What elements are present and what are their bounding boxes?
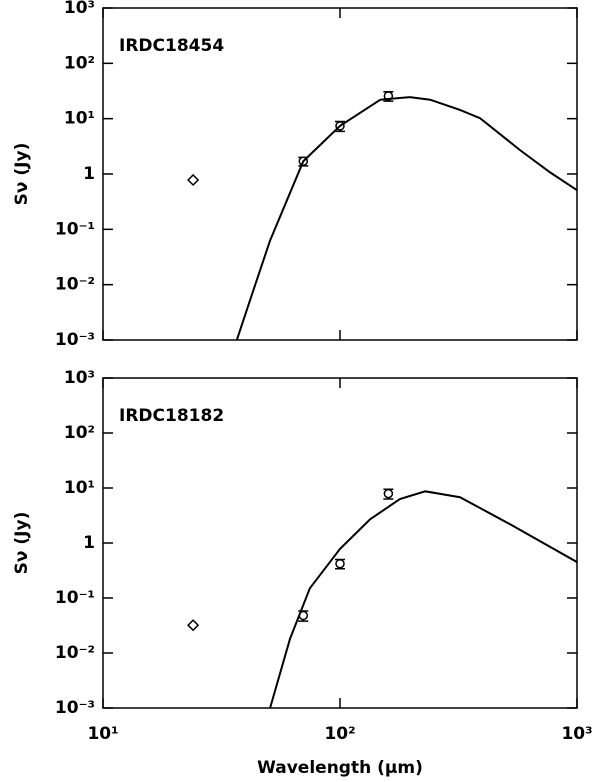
- x-axis-label: Wavelength (μm): [257, 758, 423, 778]
- y-tick-label: 10²: [64, 53, 95, 73]
- y-tick-label: 1: [83, 533, 95, 553]
- x-tick-label: 10²: [324, 724, 355, 744]
- y-tick-label: 10³: [64, 368, 95, 388]
- diamond-marker: [187, 619, 200, 632]
- panel: 10⁻³ 10⁻² 10⁻¹ 1 10¹ 10² 10³ 10¹ 10² 10³ IRDC18182…: [12, 368, 593, 778]
- diamond-marker: [187, 173, 200, 187]
- y-tick-label: 10³: [64, 0, 95, 18]
- y-tick-label: 10⁻²: [55, 275, 95, 295]
- y-tick-label: 10¹: [64, 478, 95, 498]
- panel-label: IRDC18454: [119, 36, 224, 56]
- circle-marker: [383, 488, 394, 499]
- y-tick-label: 10²: [64, 423, 95, 443]
- circle-marker: [335, 558, 345, 569]
- x-tick-label: 10¹: [87, 724, 118, 744]
- y-axis-label: Sν (Jy): [12, 512, 32, 575]
- plot-frame: [102, 7, 578, 341]
- x-tick-label: 10³: [561, 724, 592, 744]
- y-tick-label: 10⁻¹: [55, 588, 95, 608]
- model-curve: [269, 490, 577, 708]
- y-tick-label: 10⁻¹: [55, 219, 95, 239]
- y-tick-label: 10⁻²: [55, 643, 95, 663]
- y-axis-label: Sν (Jy): [12, 143, 32, 206]
- y-tick-label: 1: [83, 164, 95, 184]
- panel-label: IRDC18182: [119, 406, 224, 426]
- y-tick-label: 10¹: [64, 109, 95, 129]
- model-curve: [235, 96, 577, 340]
- plot-frame: [102, 377, 578, 709]
- panel: 10⁻³ 10⁻² 10⁻¹ 1 10¹ 10² 10³ IRDC18454 Sν (Jy): [12, 0, 578, 350]
- y-tick-label: 10⁻³: [55, 330, 95, 350]
- y-tick-label: 10⁻³: [55, 698, 95, 718]
